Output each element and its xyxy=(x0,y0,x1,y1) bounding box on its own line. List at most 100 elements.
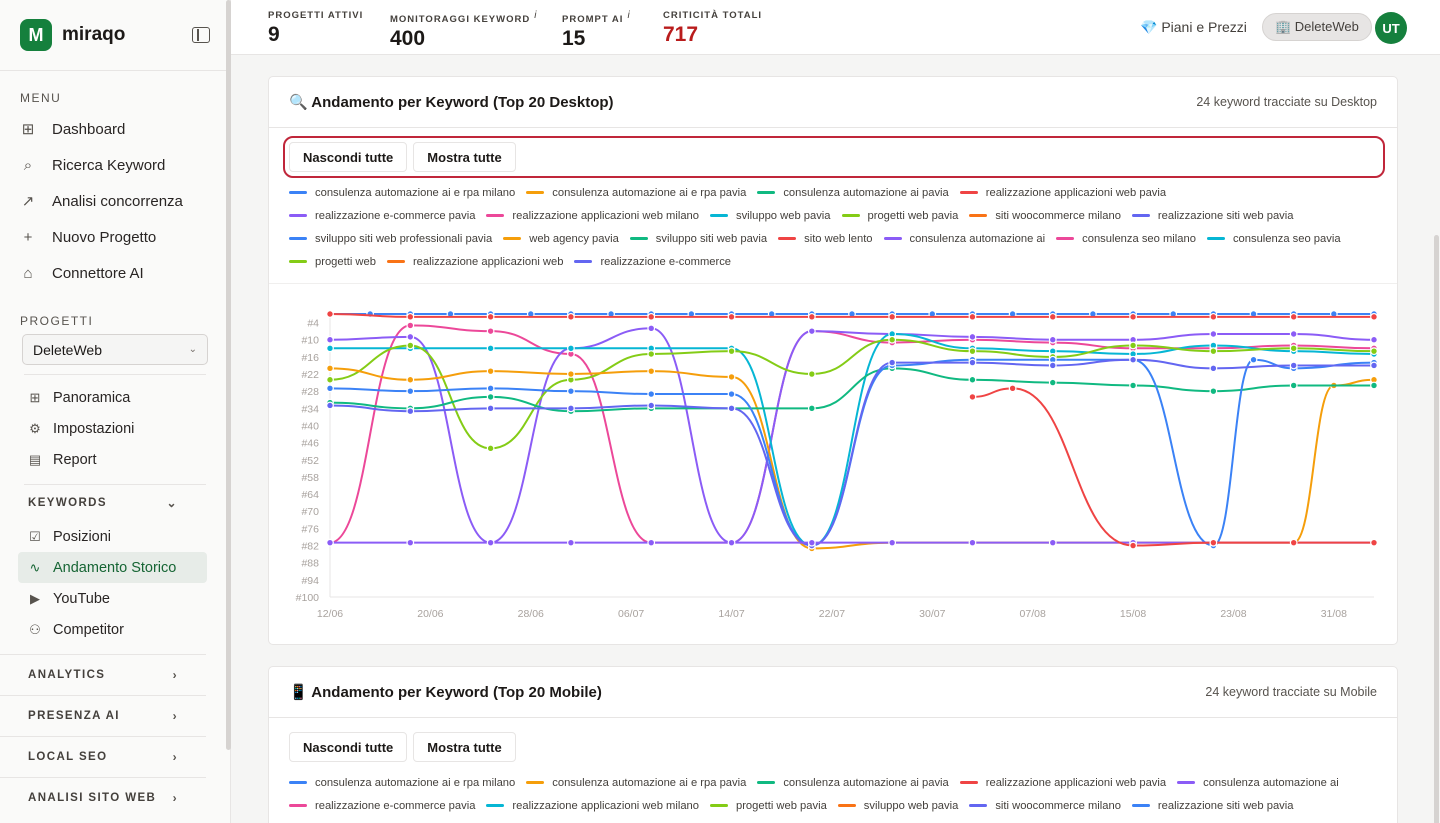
toggle-buttons: Nascondi tutte Mostra tutte xyxy=(269,128,1397,178)
sidebar-item-dashboard[interactable]: ⊞ Dashboard xyxy=(0,111,230,147)
workspace-button[interactable]: 🏢 DeleteWeb xyxy=(1262,13,1372,41)
data-point xyxy=(406,387,415,396)
sidebar-item-connettore-ai[interactable]: ⌂ Connettore AI xyxy=(0,255,230,291)
trend-chart-icon: ↗ xyxy=(21,193,35,210)
data-point xyxy=(486,327,495,336)
data-point xyxy=(1048,361,1057,370)
hide-all-button[interactable]: Nascondi tutte xyxy=(289,732,408,762)
stat-label: MONITORAGGI KEYWORD i xyxy=(390,10,538,26)
sidebar-item-analisi-concorrenza[interactable]: ↗ Analisi concorrenza xyxy=(0,183,230,219)
info-icon[interactable]: i xyxy=(627,10,631,21)
sidebar-scrollbar[interactable] xyxy=(226,0,231,750)
sidebar-item-nuovo-progetto[interactable]: + Nuovo Progetto xyxy=(0,219,230,255)
legend-item[interactable]: consulenza automazione ai xyxy=(883,230,1045,247)
data-point xyxy=(567,538,575,547)
legend-swatch xyxy=(1131,804,1150,807)
data-point xyxy=(1209,387,1218,396)
sidebar-item-posizioni[interactable]: ☑ Posizioni xyxy=(0,521,230,552)
legend-item[interactable]: progetti web pavia xyxy=(709,797,827,814)
legend-item[interactable]: consulenza automazione ai e rpa milano xyxy=(289,774,515,791)
legend-item[interactable]: realizzazione applicazioni web pavia xyxy=(959,184,1166,201)
collapse-sidebar-icon[interactable] xyxy=(192,27,210,43)
y-tick-label: #10 xyxy=(301,335,319,347)
avatar[interactable]: UT xyxy=(1375,12,1407,44)
sidebar-item-panoramica[interactable]: ⊞ Panoramica xyxy=(0,382,230,413)
x-tick-label: 12/06 xyxy=(317,608,343,620)
legend-item[interactable]: progetti web pavia xyxy=(841,207,958,224)
sidebar-item-label: YouTube xyxy=(53,590,110,607)
search-icon: ⌕ xyxy=(23,156,33,174)
series-line xyxy=(329,338,1375,450)
sidebar-item-report[interactable]: ▤ Report xyxy=(0,444,230,475)
data-point xyxy=(647,367,656,376)
legend-item[interactable]: web agency pavia xyxy=(503,230,619,247)
stat-value: 15 xyxy=(562,27,586,51)
legend-item[interactable]: realizzazione siti web pavia xyxy=(1131,207,1293,224)
legend-item[interactable]: sviluppo siti web professionali pavia xyxy=(289,230,492,247)
show-all-button[interactable]: Mostra tutte xyxy=(413,732,516,762)
legend-item[interactable]: realizzazione e-commerce pavia xyxy=(289,207,475,224)
data-point xyxy=(406,538,415,547)
data-point xyxy=(888,358,897,367)
info-icon[interactable]: i xyxy=(534,10,538,21)
legend-item[interactable]: consulenza automazione ai pavia xyxy=(757,184,949,201)
sidebar-item-andamento-storico[interactable]: ∿ Andamento Storico xyxy=(18,552,207,583)
sidebar-item-competitor[interactable]: ⚇ Competitor xyxy=(0,614,230,645)
x-tick-label: 31/08 xyxy=(1321,608,1347,620)
legend-item[interactable]: realizzazione e-commerce xyxy=(574,253,731,270)
legend-item[interactable]: consulenza automazione ai e rpa pavia xyxy=(526,774,746,791)
legend-item[interactable]: sito web lento xyxy=(778,230,873,247)
group-keywords[interactable]: KEYWORDS ⌄ xyxy=(0,485,206,521)
group-local-seo[interactable]: LOCAL SEO › xyxy=(0,736,206,777)
legend-item[interactable]: sviluppo web pavia xyxy=(837,797,958,814)
legend-item[interactable]: realizzazione applicazioni web milano xyxy=(486,797,699,814)
highlight-box xyxy=(283,136,1385,178)
sidebar-item-impostazioni[interactable]: ⚙ Impostazioni xyxy=(0,413,230,444)
project-select[interactable]: DeleteWeb ⌄ xyxy=(22,334,208,365)
legend-item[interactable]: progetti web xyxy=(289,253,376,270)
chart-area: #4 #10 #16 #22 #28 #34 #40 #46 #52 #58 #64 #70 #76 #8… xyxy=(269,283,1397,643)
legend-item[interactable]: realizzazione siti web pavia xyxy=(1131,797,1293,814)
sidebar-item-label: Connettore AI xyxy=(52,264,144,282)
x-tick-label: 23/08 xyxy=(1220,608,1246,620)
legend-item[interactable]: consulenza automazione ai e rpa milano xyxy=(289,184,515,201)
sidebar-item-ricerca-keyword[interactable]: ⌕ Ricerca Keyword xyxy=(0,147,230,183)
group-presenza-ai[interactable]: PRESENZA AI › xyxy=(0,695,206,736)
main-scrollbar[interactable] xyxy=(1434,235,1439,823)
legend-item[interactable]: realizzazione applicazioni web xyxy=(386,253,563,270)
legend-swatch xyxy=(289,781,307,784)
legend-item[interactable]: sviluppo web pavia xyxy=(709,207,831,224)
y-tick-label: #28 xyxy=(301,386,319,398)
menu-title: MENU xyxy=(20,91,62,105)
data-point xyxy=(567,312,575,321)
chart-legend: consulenza automazione ai e rpa milano co… xyxy=(269,762,1379,814)
card-subtitle: 24 keyword tracciate su Mobile xyxy=(1205,685,1377,699)
legend-item[interactable]: consulenza automazione ai pavia xyxy=(757,774,949,791)
legend-item[interactable]: realizzazione e-commerce pavia xyxy=(289,797,475,814)
legend-item[interactable]: siti woocommerce milano xyxy=(969,797,1121,814)
show-all-button[interactable]: Mostra tutte xyxy=(413,142,516,172)
plans-link[interactable]: 💎 Piani e Prezzi xyxy=(1140,19,1247,35)
legend-item[interactable]: consulenza seo milano xyxy=(1056,230,1196,247)
legend-item[interactable]: sviluppo siti web pavia xyxy=(629,230,767,247)
legend-item[interactable]: siti woocommerce milano xyxy=(969,207,1121,224)
group-analisi-sito-web[interactable]: ANALISI SITO WEB › xyxy=(0,777,206,818)
sidebar-item-youtube[interactable]: ▶ YouTube xyxy=(0,583,230,614)
toggle-buttons: Nascondi tutte Mostra tutte xyxy=(269,718,1397,762)
hide-all-button[interactable]: Nascondi tutte xyxy=(289,142,408,172)
logo-icon: M xyxy=(20,19,52,51)
legend-item[interactable]: realizzazione applicazioni web milano xyxy=(486,207,699,224)
legend-swatch xyxy=(757,781,776,784)
chevron-right-icon: › xyxy=(172,668,178,682)
group-analytics[interactable]: ANALYTICS › xyxy=(0,654,206,695)
y-tick-label: #34 xyxy=(301,403,319,415)
y-tick-label: #100 xyxy=(296,592,320,604)
legend-swatch xyxy=(757,191,776,194)
data-point xyxy=(1048,538,1057,547)
group-label: KEYWORDS xyxy=(28,497,107,509)
legend-item[interactable]: consulenza automazione ai xyxy=(1177,774,1339,791)
legend-item[interactable]: realizzazione applicazioni web pavia xyxy=(959,774,1166,791)
legend-item[interactable]: consulenza seo pavia xyxy=(1206,230,1341,247)
legend-item[interactable]: consulenza automazione ai e rpa pavia xyxy=(526,184,746,201)
x-tick-label: 28/06 xyxy=(518,608,544,620)
